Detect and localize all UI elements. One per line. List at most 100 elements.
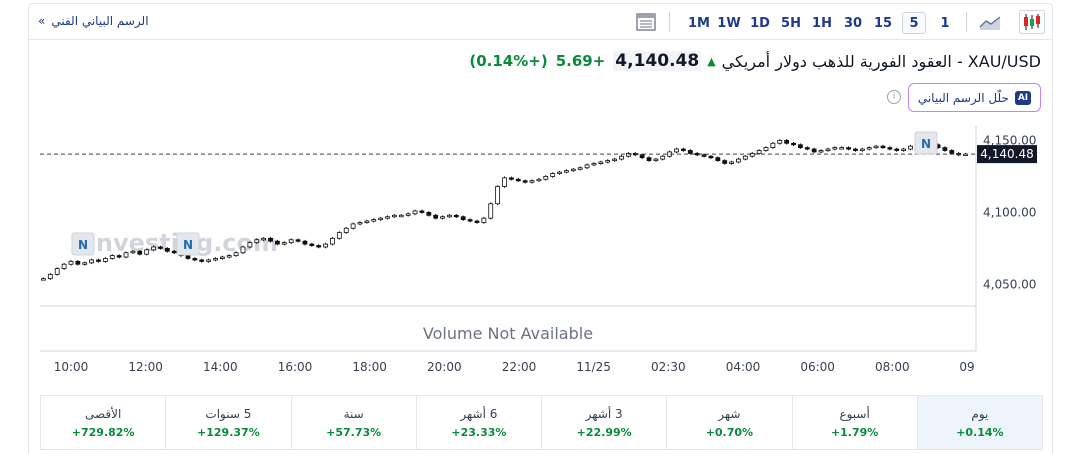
candle-body — [226, 255, 232, 258]
ai-icon: AI — [1014, 90, 1032, 105]
y-tick-label: 4,100.00 — [983, 205, 1036, 219]
candle-body — [570, 168, 576, 172]
performance-period: يوم — [971, 406, 989, 421]
last-price: 4,140.48 — [613, 51, 702, 71]
x-tick-label: 06:00 — [800, 360, 835, 374]
candle-body — [419, 210, 425, 213]
candle-body — [508, 177, 514, 180]
candle-body — [770, 142, 776, 148]
candle-body — [233, 252, 239, 257]
analyze-chart-button[interactable]: AI حلّل الرسم البياني — [908, 83, 1041, 112]
news-marker-right[interactable]: N — [914, 131, 938, 155]
candle-body — [625, 152, 631, 157]
candle-body — [708, 155, 714, 159]
x-tick-label: 04:00 — [726, 360, 761, 374]
candle-body — [171, 250, 177, 254]
candle-body — [942, 147, 948, 151]
timeframe-1d[interactable]: 1D — [750, 15, 770, 31]
candle-body — [302, 240, 308, 245]
candle-body — [254, 239, 260, 244]
info-icon[interactable]: i — [887, 90, 901, 104]
candle-body — [109, 255, 115, 259]
candle-body — [336, 232, 342, 239]
candle-body — [144, 249, 150, 255]
candle-body — [412, 210, 418, 215]
x-tick-label: 22:00 — [502, 360, 537, 374]
candle-body — [405, 213, 411, 216]
table-view-icon[interactable] — [634, 10, 658, 34]
performance-period: شهر — [718, 406, 741, 421]
candle-body — [89, 259, 95, 264]
candle-body — [151, 246, 156, 251]
candle-body — [515, 178, 521, 182]
candle-body — [687, 150, 693, 154]
candle-body — [873, 145, 879, 149]
performance-cell: 5 سنوات +129.37% — [165, 396, 290, 449]
toolbar-divider — [966, 12, 967, 32]
instrument-title: XAU/USD - العقود الفورية للذهب دولار أمر… — [721, 51, 1041, 71]
candle-body — [763, 147, 769, 151]
candle-body — [82, 262, 88, 265]
timeframe-30[interactable]: 30 — [843, 15, 863, 31]
toolbar-divider — [669, 12, 670, 32]
timeframe-15[interactable]: 15 — [873, 15, 893, 31]
performance-cell: أسبوع +1.79% — [791, 396, 917, 449]
candle-body — [777, 139, 783, 144]
price-change-percent: (+0.14%) — [469, 52, 548, 70]
timeframe-5h[interactable]: 5H — [781, 15, 801, 31]
timeframe-5[interactable]: 5 — [902, 12, 926, 34]
performance-value: +0.14% — [956, 425, 1004, 439]
performance-value: +1.79% — [830, 425, 879, 439]
area-chart-icon[interactable] — [978, 10, 1002, 34]
candle-body — [584, 164, 590, 169]
candle-body — [213, 258, 218, 261]
candle-body — [378, 217, 384, 221]
news-marker-left[interactable]: N — [71, 232, 95, 256]
candle-body — [137, 250, 143, 255]
technical-chart-link[interactable]: الرسم البياني الفني » — [38, 14, 149, 28]
candle-body — [68, 260, 74, 265]
x-tick-label: 20:00 — [427, 360, 462, 374]
candle-body — [605, 160, 611, 163]
candle-body — [853, 148, 858, 151]
candle-body — [164, 247, 170, 252]
price-change: +5.69 — [555, 52, 606, 70]
candle-body — [488, 203, 494, 219]
performance-value: +729.82% — [71, 425, 135, 439]
candle-body — [316, 245, 322, 248]
candle-body — [440, 216, 445, 219]
chevron-right-icon: » — [38, 14, 46, 28]
candle-body — [859, 148, 865, 151]
y-tick-label: 4,150.00 — [983, 133, 1036, 147]
candle-body — [371, 219, 377, 222]
news-marker-mid[interactable]: N — [176, 232, 200, 256]
candle-body — [398, 214, 404, 218]
performance-period: 5 سنوات — [205, 406, 252, 421]
candle-body — [736, 158, 741, 163]
candle-body — [240, 246, 246, 254]
candle-body — [674, 148, 679, 153]
price-chart[interactable]: Investing.com Volume Not Available 4,150… — [29, 4, 1054, 394]
candlestick-chart-icon[interactable] — [1019, 10, 1045, 34]
timeframe-1m[interactable]: 1M — [688, 15, 710, 31]
candle-body — [839, 147, 845, 150]
candle-body — [798, 144, 803, 149]
candle-body — [639, 154, 645, 159]
timeframe-1w[interactable]: 1W — [717, 15, 741, 31]
performance-period: الأقصى — [84, 406, 122, 421]
candle-body — [832, 147, 838, 150]
performance-period: 3 أشهر — [585, 406, 623, 421]
performance-cell: 6 أشهر +23.33% — [415, 396, 541, 449]
x-tick-label: 14:00 — [203, 360, 238, 374]
timeframe-1h[interactable]: 1H — [812, 15, 832, 31]
candle-body — [825, 148, 831, 151]
performance-cell: شهر +0.70% — [666, 396, 791, 449]
performance-value: +129.37% — [197, 425, 260, 439]
candle-body — [460, 216, 466, 221]
x-tick-label: 08:00 — [875, 360, 910, 374]
candle-body — [681, 148, 686, 151]
candle-body — [364, 220, 370, 223]
svg-text:4,140.48: 4,140.48 — [980, 147, 1033, 161]
candle-body — [818, 150, 824, 153]
timeframe-1[interactable]: 1 — [940, 15, 950, 31]
